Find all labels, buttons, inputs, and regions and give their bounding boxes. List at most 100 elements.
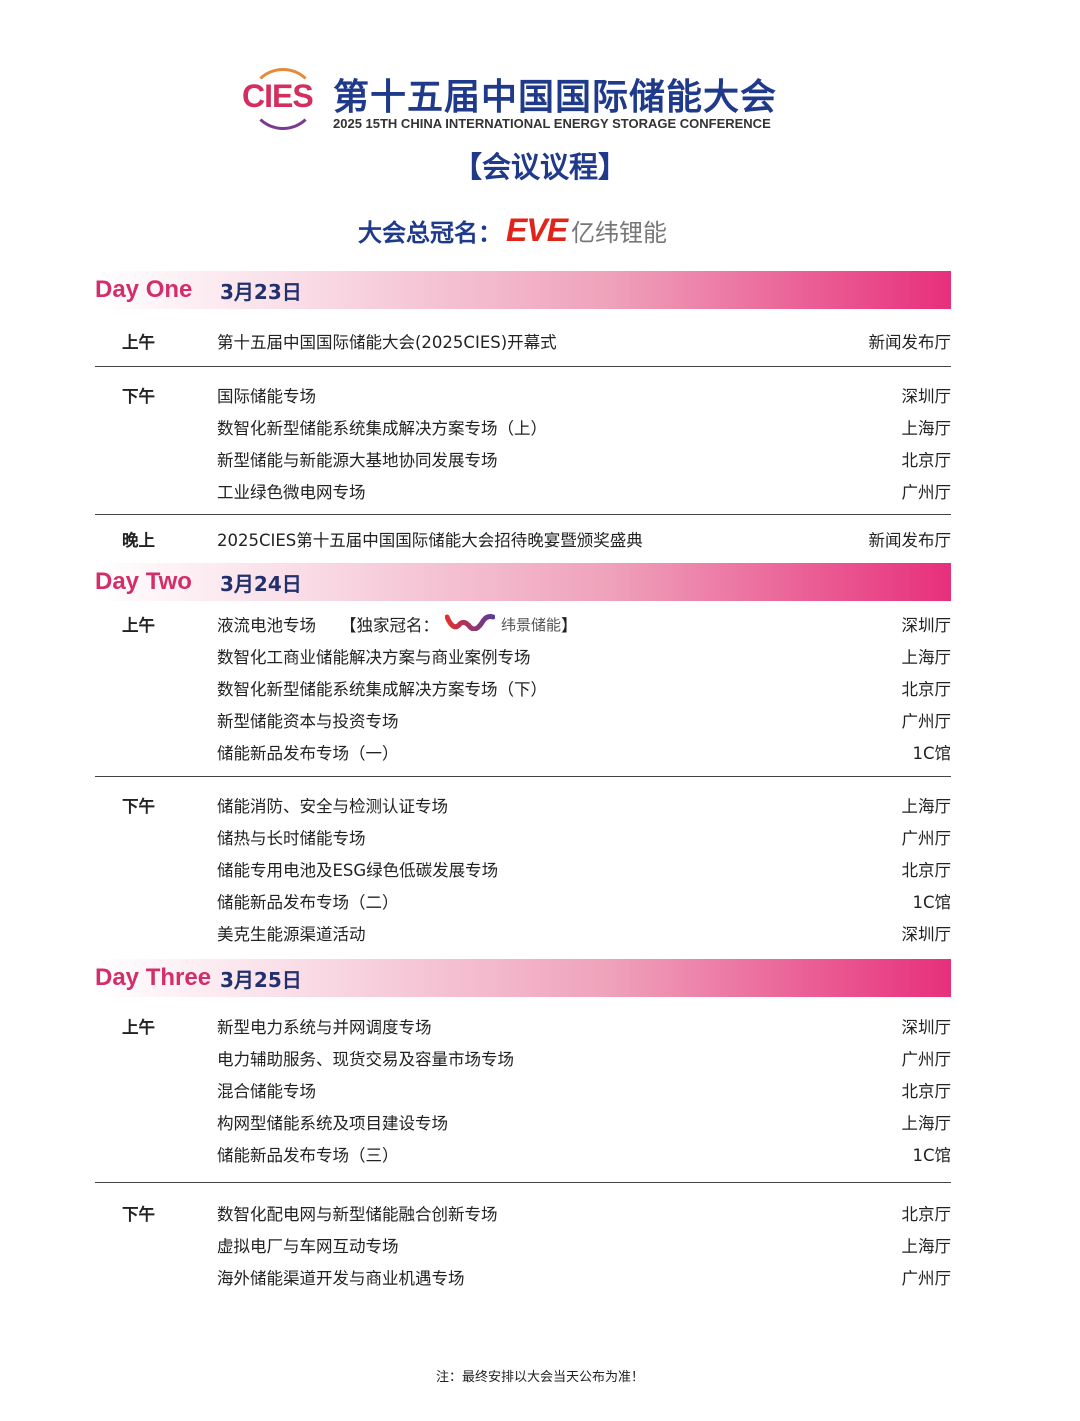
topic-cell: 新型电力系统与并网调度专场 [217,1014,902,1038]
table-row: 新型储能与新能源大基地协同发展专场 北京厅 [95,443,951,475]
topic-cell: 2025CIES第十五届中国国际储能大会招待晚宴暨颁奖盛典 [217,527,869,551]
table-row: 下午 国际储能专场 深圳厅 [95,379,951,411]
venue: 广州厅 [901,712,952,731]
table-row: 上午 第十五届中国国际储能大会(2025CIES)开幕式 新闻发布厅 [95,325,951,357]
table-row: 数智化新型储能系统集成解决方案专场（下） 北京厅 [95,672,951,704]
topic-cell: 数智化新型储能系统集成解决方案专场（上） [217,415,902,439]
venue: 北京厅 [901,451,952,470]
table-row: 数智化新型储能系统集成解决方案专场（上） 上海厅 [95,411,951,443]
session-block: 上午 液流电池专场 【独家冠名： 纬景储能】 深圳厅 数智化工商业储能解决方案与商业案例专… [95,601,951,777]
table-row: 工业绿色微电网专场 广州厅 [95,475,951,507]
exclusive-brand: 纬景储能 [501,615,562,634]
topic-text: 构网型储能系统及项目建设专场 [217,1114,448,1133]
table-row: 新型储能资本与投资专场 广州厅 [95,704,951,736]
venue: 深圳厅 [901,387,952,406]
agenda-schedule: Day One 3月23日 上午 第十五届中国国际储能大会(2025CIES)开幕式新… [95,271,951,1293]
topic-text: 数智化新型储能系统集成解决方案专场（上） [217,419,547,438]
venue: 北京厅 [901,1082,952,1101]
sponsor-label: 大会总冠名： [358,219,502,247]
topic-text: 虚拟电厂与车网互动专场 [217,1237,399,1256]
conference-title: 第十五届中国国际储能大会 [333,77,778,118]
topic-cell: 新型储能与新能源大基地协同发展专场 [217,447,902,471]
session-label: 上午 [122,1018,155,1037]
topic-text: 第十五届中国国际储能大会(2025CIES)开幕式 [217,333,557,352]
topic-cell: 新型储能资本与投资专场 [217,708,902,732]
day-label: Day Two [95,568,192,595]
topic-text: 储能新品发布专场（二） [217,893,399,912]
topic-cell: 数智化配电网与新型储能融合创新专场 [217,1201,902,1225]
topic-cell: 第十五届中国国际储能大会(2025CIES)开幕式 [217,329,869,353]
venue: 深圳厅 [901,925,952,944]
venue: 1C馆 [912,744,951,763]
venue: 北京厅 [901,861,952,880]
table-row: 储能专用电池及ESG绿色低碳发展专场 北京厅 [95,853,951,885]
session-block: 下午 储能消防、安全与检测认证专场 上海厅 储热与长时储能专场 广州厅 储能专用电池及ES… [95,777,951,959]
topic-text: 新型储能资本与投资专场 [217,712,399,731]
exclusive-close: 】 [561,616,578,635]
topic-text: 新型电力系统与并网调度专场 [217,1018,432,1037]
topic-text: 国际储能专场 [217,387,316,406]
session-label: 晚上 [122,531,155,550]
venue: 新闻发布厅 [868,333,952,352]
topic-text: 电力辅助服务、现货交易及容量市场专场 [217,1050,514,1069]
table-row: 储热与长时储能专场 广州厅 [95,821,951,853]
topic-text: 储能专用电池及ESG绿色低碳发展专场 [217,861,499,880]
topic-text: 2025CIES第十五届中国国际储能大会招待晚宴暨颁奖盛典 [217,531,643,550]
venue: 北京厅 [901,680,952,699]
topic-text: 储能新品发布专场（一） [217,744,399,763]
topic-cell: 储能专用电池及ESG绿色低碳发展专场 [217,857,902,881]
topic-text: 美克生能源渠道活动 [217,925,366,944]
venue: 1C馆 [912,1146,951,1165]
topic-cell: 电力辅助服务、现货交易及容量市场专场 [217,1046,902,1070]
day-banner: Day One 3月23日 [95,271,951,309]
session-label: 上午 [122,333,155,352]
cies-logo: CIES [242,66,322,130]
topic-cell: 虚拟电厂与车网互动专场 [217,1233,902,1257]
venue: 上海厅 [901,797,952,816]
topic-cell: 工业绿色微电网专场 [217,479,902,503]
title-sponsor: 大会总冠名： EVE 亿纬锂能 [358,212,667,249]
topic-cell: 数智化新型储能系统集成解决方案专场（下） [217,676,902,700]
topic-text: 工业绿色微电网专场 [217,483,366,502]
topic-text: 海外储能渠道开发与商业机遇专场 [217,1269,465,1288]
venue: 上海厅 [901,419,952,438]
table-row: 储能新品发布专场（二） 1C馆 [95,885,951,917]
session-block: 上午 第十五届中国国际储能大会(2025CIES)开幕式 新闻发布厅 [95,309,951,367]
topic-text: 混合储能专场 [217,1082,316,1101]
topic-cell: 混合储能专场 [217,1078,902,1102]
topic-cell: 美克生能源渠道活动 [217,921,902,945]
table-row: 构网型储能系统及项目建设专场 上海厅 [95,1106,951,1138]
table-row: 储能新品发布专场（三） 1C馆 [95,1138,951,1170]
table-row: 下午 数智化配电网与新型储能融合创新专场 北京厅 [95,1197,951,1229]
venue: 上海厅 [901,648,952,667]
session-block: 上午 新型电力系统与并网调度专场 深圳厅电力辅助服务、现货交易及容量市场专场 广州厅混… [95,997,951,1183]
topic-text: 储热与长时储能专场 [217,829,366,848]
topic-cell: 液流电池专场 【独家冠名： 纬景储能】 [217,612,902,636]
day-date: 3月23日 [220,279,302,304]
day-label: Day Three [95,964,212,991]
table-row: 电力辅助服务、现货交易及容量市场专场 广州厅 [95,1042,951,1074]
table-row: 上午 液流电池专场 【独家冠名： 纬景储能】 深圳厅 [95,608,951,640]
topic-text: 数智化工商业储能解决方案与商业案例专场 [217,648,531,667]
conference-subtitle: 2025 15TH CHINA INTERNATIONAL ENERGY STO… [333,116,771,131]
venue: 广州厅 [901,1050,952,1069]
session-label: 下午 [122,797,155,816]
topic-text: 储能消防、安全与检测认证专场 [217,797,448,816]
topic-text: 液流电池专场 [217,616,316,635]
topic-cell: 数智化工商业储能解决方案与商业案例专场 [217,644,902,668]
day-date: 3月25日 [220,967,302,992]
topic-cell: 储能新品发布专场（二） [217,889,912,913]
venue: 上海厅 [901,1237,952,1256]
venue: 广州厅 [901,1269,952,1288]
topic-cell: 构网型储能系统及项目建设专场 [217,1110,902,1134]
table-row: 美克生能源渠道活动 深圳厅 [95,917,951,949]
session-block: 下午 数智化配电网与新型储能融合创新专场 北京厅虚拟电厂与车网互动专场 上海厅海外储能… [95,1183,951,1293]
venue: 广州厅 [901,483,952,502]
topic-text: 新型储能与新能源大基地协同发展专场 [217,451,498,470]
topic-cell: 储热与长时储能专场 [217,825,902,849]
topic-cell: 储能新品发布专场（一） [217,740,912,764]
day-banner: Day Two 3月24日 [95,563,951,601]
cies-logo-text: CIES [242,78,314,114]
venue: 深圳厅 [901,1018,952,1037]
venue: 深圳厅 [901,616,952,635]
